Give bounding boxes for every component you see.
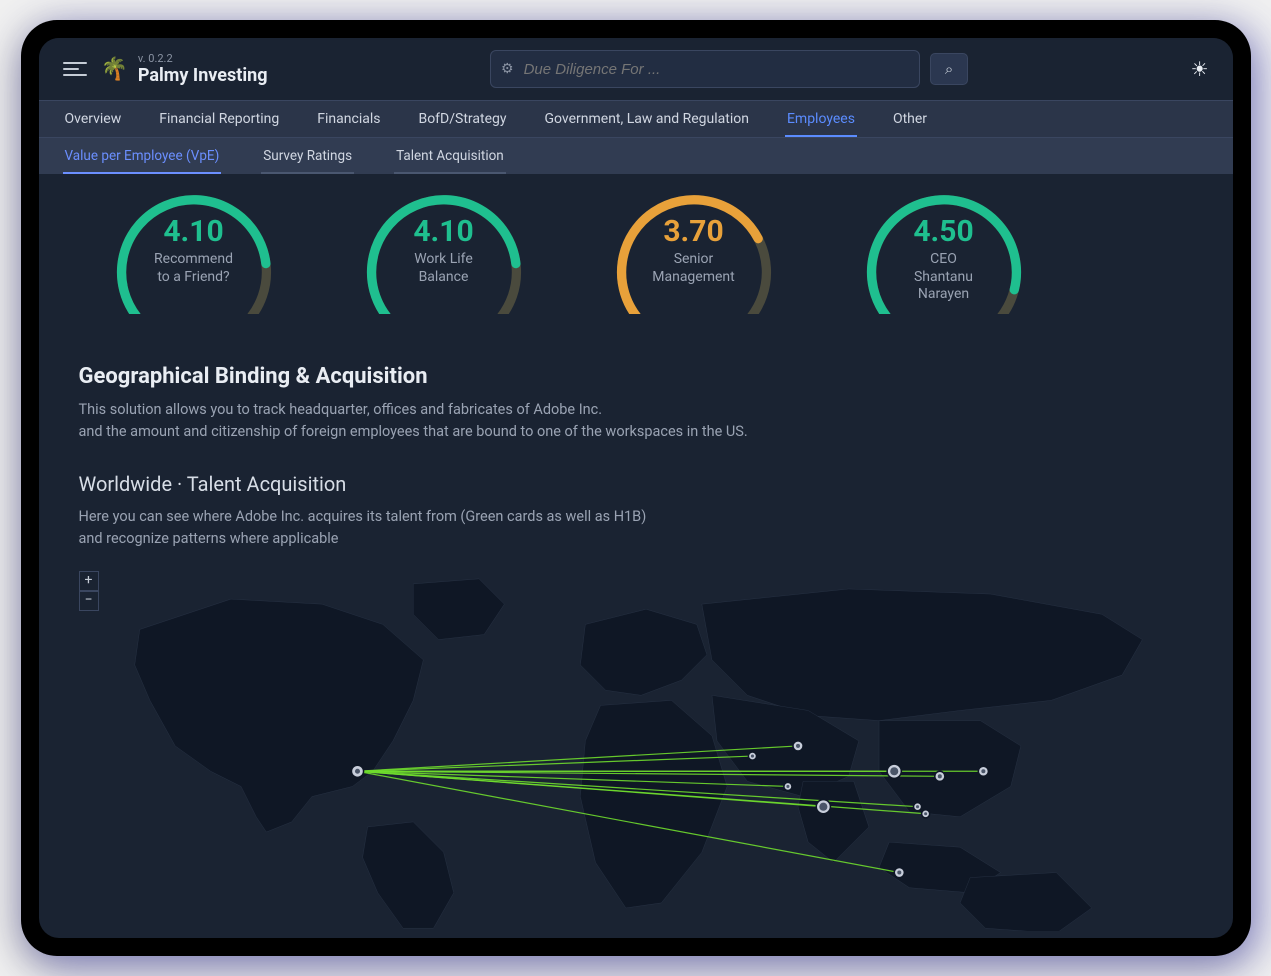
map-zoom-controls: + −: [79, 571, 99, 611]
version-label: v. 0.2.2: [138, 52, 268, 65]
gauge-value: 3.70: [663, 214, 723, 249]
search-icon: ⌕: [945, 60, 953, 78]
gauge-value: 4.10: [413, 214, 473, 249]
app-screen: 🌴 v. 0.2.2 Palmy Investing ⚙ ⌕ ☀ Overvie…: [39, 38, 1233, 938]
tab-other[interactable]: Other: [891, 101, 929, 137]
tab-government-law-and-regulation[interactable]: Government, Law and Regulation: [542, 101, 750, 137]
geo-text-2: and the amount and citizenship of foreig…: [79, 421, 1193, 443]
gauge-value: 4.50: [913, 214, 973, 249]
topbar: 🌴 v. 0.2.2 Palmy Investing ⚙ ⌕ ☀: [39, 38, 1233, 100]
tab-overview[interactable]: Overview: [63, 101, 124, 137]
gauge-label: SeniorManagement: [652, 251, 734, 286]
menu-icon[interactable]: [63, 57, 87, 81]
talent-title: Worldwide · Talent Acquisition: [79, 472, 1193, 496]
search-button[interactable]: ⌕: [930, 53, 968, 85]
gauge: 4.50 CEOShantanuNarayen: [849, 184, 1039, 334]
subtab-talent-acquisition[interactable]: Talent Acquisition: [394, 138, 506, 174]
palm-tree-icon: 🌴: [101, 57, 128, 82]
gauge: 3.70 SeniorManagement: [599, 184, 789, 334]
secondary-tabs: Value per Employee (VpE) Survey Ratings Ta…: [39, 138, 1233, 174]
tab-financial-reporting[interactable]: Financial Reporting: [157, 101, 281, 137]
search-bar[interactable]: ⚙: [490, 50, 920, 88]
gauge: 4.10 Recommendto a Friend?: [99, 184, 289, 334]
brand-name: Palmy Investing: [138, 65, 268, 86]
talent-text-2: and recognize patterns where applicable: [79, 528, 1193, 550]
gauge-label: Work LifeBalance: [414, 251, 473, 286]
subtab-value-per-employee-vpe-[interactable]: Value per Employee (VpE): [63, 138, 222, 174]
tab-bofd-strategy[interactable]: BofD/Strategy: [416, 101, 508, 137]
search-input[interactable]: [524, 61, 909, 78]
gauge-row: 4.10 Recommendto a Friend? 4.10 Work Lif…: [39, 174, 1233, 334]
tab-employees[interactable]: Employees: [785, 101, 857, 137]
tablet-frame: 🌴 v. 0.2.2 Palmy Investing ⚙ ⌕ ☀ Overvie…: [21, 20, 1251, 956]
theme-toggle-icon[interactable]: ☀: [1191, 57, 1209, 81]
gauge-value: 4.10: [163, 214, 223, 249]
gear-icon[interactable]: ⚙: [501, 61, 514, 77]
talent-text-1: Here you can see where Adobe Inc. acquir…: [79, 506, 1193, 528]
gauge-label: Recommendto a Friend?: [154, 251, 233, 286]
world-map[interactable]: + −: [79, 571, 1193, 931]
zoom-out-button[interactable]: −: [79, 591, 99, 611]
geo-text-1: This solution allows you to track headqu…: [79, 399, 1193, 421]
subtab-survey-ratings[interactable]: Survey Ratings: [261, 138, 354, 174]
brand-block: 🌴 v. 0.2.2 Palmy Investing: [101, 52, 268, 86]
section-geo: Geographical Binding & Acquisition This …: [39, 334, 1233, 931]
primary-tabs: Overview Financial Reporting Financials Bof…: [39, 100, 1233, 138]
gauge-label: CEOShantanuNarayen: [914, 251, 973, 304]
geo-title: Geographical Binding & Acquisition: [79, 364, 1193, 389]
gauge: 4.10 Work LifeBalance: [349, 184, 539, 334]
tab-financials[interactable]: Financials: [315, 101, 382, 137]
zoom-in-button[interactable]: +: [79, 571, 99, 591]
